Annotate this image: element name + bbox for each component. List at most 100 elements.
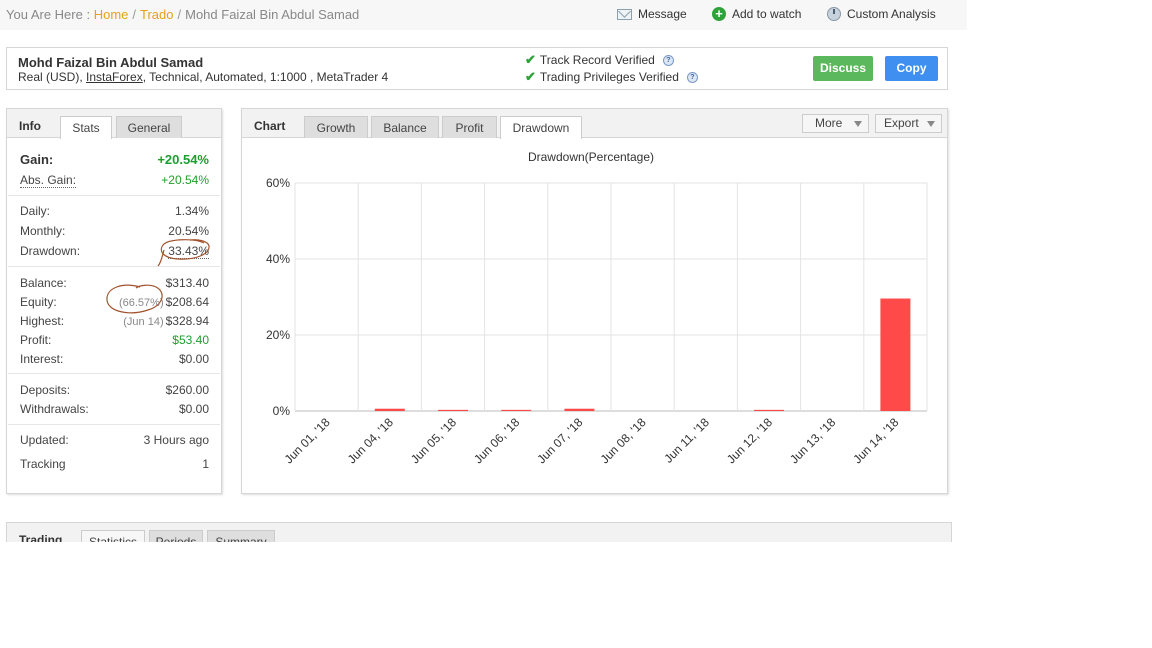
interest-row: Interest: $0.00 [20,352,209,366]
equity-label: Equity: [20,295,57,309]
tab-general[interactable]: General [116,116,182,138]
breadcrumb-separator: / [177,7,182,22]
caret-down-icon [927,121,935,127]
track-record-verified: ✔ Track Record Verified ? [525,52,674,68]
copy-button[interactable]: Copy [885,56,938,81]
custom-analysis-link[interactable]: Custom Analysis [827,7,936,21]
breadcrumb-current: Mohd Faizal Bin Abdul Samad [185,7,360,22]
message-label: Message [638,7,687,21]
deposits-label: Deposits: [20,383,71,397]
plus-icon: + [712,7,726,21]
trading-privileges-verified: ✔ Trading Privileges Verified ? [525,69,698,85]
balance-value: $313.40 [165,276,209,290]
help-icon[interactable]: ? [686,71,698,83]
message-link[interactable]: Message [617,7,687,21]
divider [8,195,220,196]
x-tick-label: Jun 01, '18 [282,415,333,466]
broker-link[interactable]: InstaForex [86,70,143,84]
account-specs: , Technical, Automated, 1:1000 , MetaTra… [142,70,389,84]
account-details: Real (USD), InstaForex, Technical, Autom… [18,70,388,84]
equity-percent: (66.57%) [118,297,164,309]
updated-value: 3 Hours ago [143,433,209,447]
drawdown-bar[interactable] [754,409,784,411]
drawdown-bar[interactable] [438,409,468,411]
tab-balance[interactable]: Balance [371,116,439,138]
highest-row: Highest: (Jun 14) $328.94 [20,314,209,328]
drawdown-bar[interactable] [501,409,532,411]
drawdown-label: Drawdown: [20,244,81,258]
monthly-label: Monthly: [20,224,66,238]
breadcrumb-prefix: You Are Here : [6,7,91,22]
info-tab-row [7,109,221,138]
help-icon[interactable]: ? [662,54,674,66]
equity-value: $208.64 [165,295,209,309]
tracking-value: 1 [202,457,209,471]
withdrawals-label: Withdrawals: [20,402,89,416]
tab-summary[interactable]: Summary [207,530,275,542]
tab-statistics[interactable]: Statistics [81,530,145,542]
x-tick-label: Jun 11, '18 [661,415,712,466]
x-tick-label: Jun 05, '18 [408,415,459,466]
y-tick-label: 40% [266,252,290,266]
tab-drawdown[interactable]: Drawdown [500,116,582,139]
highest-label: Highest: [20,314,65,328]
custom-analysis-label: Custom Analysis [847,7,936,21]
abs-gain-row: Abs. Gain: +20.54% [20,173,209,188]
breadcrumb-separator: / [132,7,137,22]
info-panel: Info Stats General Gain: +20.54% Abs. Ga… [6,108,222,494]
tab-periods[interactable]: Periods [149,530,203,542]
discuss-button[interactable]: Discuss [813,56,873,81]
gain-value: +20.54% [157,152,209,167]
x-tick-label: Jun 04, '18 [345,415,396,466]
analysis-icon [827,7,841,21]
withdrawals-value: $0.00 [178,402,209,416]
y-tick-label: 20% [266,328,290,342]
y-tick-label: 0% [273,404,291,418]
trading-panel: Trading Statistics Periods Summary [6,522,952,542]
breadcrumb-trado-link[interactable]: Trado [140,7,174,22]
more-label: More [815,116,843,130]
tab-stats[interactable]: Stats [60,116,112,139]
info-panel-title: Info [19,119,41,133]
x-tick-label: Jun 07, '18 [534,415,585,466]
handwritten-annotations [106,239,210,314]
balance-row: Balance: $313.40 [20,276,209,290]
export-dropdown[interactable]: Export [875,114,942,133]
export-label: Export [884,116,919,130]
equity-row: Equity: (66.57%) $208.64 [20,295,209,309]
top-bar [0,0,967,30]
trading-panel-title: Trading [19,533,63,542]
drawdown-bar[interactable] [564,408,595,411]
divider [8,424,220,425]
x-tick-label: Jun 06, '18 [471,415,522,466]
tracking-label: Tracking [20,457,66,471]
account-type: Real (USD), [18,70,83,84]
abs-gain-label[interactable]: Abs. Gain: [20,173,77,188]
more-dropdown[interactable]: More [802,114,869,133]
track-record-label: Track Record Verified [539,53,655,67]
gain-row: Gain: +20.54% [20,152,209,167]
daily-label: Daily: [20,204,51,218]
drawdown-annotation-circle [157,239,210,267]
add-to-watch-link[interactable]: + Add to watch [712,7,801,21]
tab-profit[interactable]: Profit [442,116,497,138]
chart-panel-title: Chart [254,119,286,133]
daily-value: 1.34% [174,204,209,218]
highest-date: (Jun 14) [123,316,164,328]
check-icon: ✔ [525,69,536,84]
drawdown-bar[interactable] [374,408,405,411]
abs-gain-value: +20.54% [161,173,209,187]
profit-label: Profit: [20,333,52,347]
monthly-value: 20.54% [168,224,209,238]
x-tick-label: Jun 14, '18 [850,415,901,466]
equity-annotation-circle [106,284,163,314]
tab-growth[interactable]: Growth [304,116,368,138]
divider [8,373,220,374]
breadcrumb-home-link[interactable]: Home [93,7,129,22]
updated-row: Updated: 3 Hours ago [20,433,209,447]
deposits-value: $260.00 [165,383,209,397]
x-tick-label: Jun 12, '18 [724,415,775,466]
gain-label: Gain: [20,152,54,167]
drawdown-bar[interactable] [880,298,911,411]
y-tick-label: 60% [266,176,290,190]
